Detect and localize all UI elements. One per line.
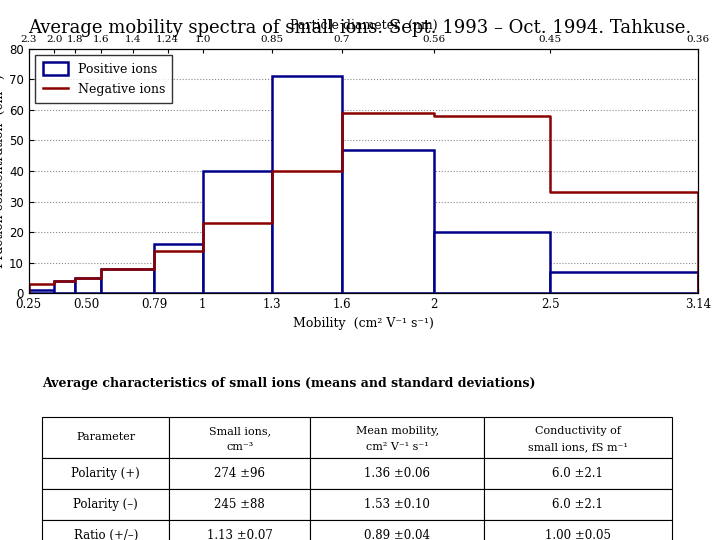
Bar [550,272,698,293]
Text: 1.13 ±0.07: 1.13 ±0.07 [207,529,273,540]
FancyBboxPatch shape [310,457,484,489]
Y-axis label: Fraction concentration  (cm⁻³): Fraction concentration (cm⁻³) [0,74,6,268]
FancyBboxPatch shape [169,520,310,540]
Bar [54,281,75,293]
Bar [434,232,550,293]
Bar [101,269,154,293]
Bar [202,171,272,293]
Text: 1.00 ±0.05: 1.00 ±0.05 [545,529,611,540]
Text: Conductivity of: Conductivity of [535,426,621,436]
FancyBboxPatch shape [169,457,310,489]
Bar [272,76,341,293]
Text: cm⁻³: cm⁻³ [226,442,253,453]
Text: 274 ±96: 274 ±96 [215,467,265,480]
Text: 0.89 ±0.04: 0.89 ±0.04 [364,529,430,540]
Text: 1.36 ±0.06: 1.36 ±0.06 [364,467,430,480]
FancyBboxPatch shape [42,489,169,520]
FancyBboxPatch shape [310,417,484,457]
Text: Parameter: Parameter [76,433,135,442]
Text: 1.53 ±0.10: 1.53 ±0.10 [364,498,430,511]
FancyBboxPatch shape [484,457,672,489]
FancyBboxPatch shape [484,417,672,457]
FancyBboxPatch shape [169,417,310,457]
Text: Average mobility spectra of small ions. Sept. 1993 – Oct. 1994. Tahkuse.: Average mobility spectra of small ions. … [28,19,692,37]
Text: Polarity (–): Polarity (–) [73,498,138,511]
FancyBboxPatch shape [484,520,672,540]
Text: cm² V⁻¹ s⁻¹: cm² V⁻¹ s⁻¹ [366,442,428,453]
Text: small ions, fS m⁻¹: small ions, fS m⁻¹ [528,442,628,453]
Text: Small ions,: Small ions, [209,426,271,436]
FancyBboxPatch shape [484,489,672,520]
FancyBboxPatch shape [42,417,169,457]
FancyBboxPatch shape [42,457,169,489]
Text: 6.0 ±2.1: 6.0 ±2.1 [552,498,603,511]
Text: Average characteristics of small ions (means and standard deviations): Average characteristics of small ions (m… [42,376,536,389]
Bar [29,291,54,293]
Text: Mean mobility,: Mean mobility, [356,426,438,436]
Text: 245 ±88: 245 ±88 [215,498,265,511]
Bar [341,150,434,293]
Text: Ratio (+/–): Ratio (+/–) [73,529,138,540]
X-axis label: Mobility  (cm² V⁻¹ s⁻¹): Mobility (cm² V⁻¹ s⁻¹) [293,317,434,330]
Text: 6.0 ±2.1: 6.0 ±2.1 [552,467,603,480]
X-axis label: Particle diameter  (nm): Particle diameter (nm) [289,19,438,32]
FancyBboxPatch shape [310,489,484,520]
FancyBboxPatch shape [169,489,310,520]
Bar [75,278,101,293]
FancyBboxPatch shape [42,520,169,540]
Text: Polarity (+): Polarity (+) [71,467,140,480]
FancyBboxPatch shape [310,520,484,540]
Legend: Positive ions, Negative ions: Positive ions, Negative ions [35,55,172,103]
Bar [154,245,202,293]
